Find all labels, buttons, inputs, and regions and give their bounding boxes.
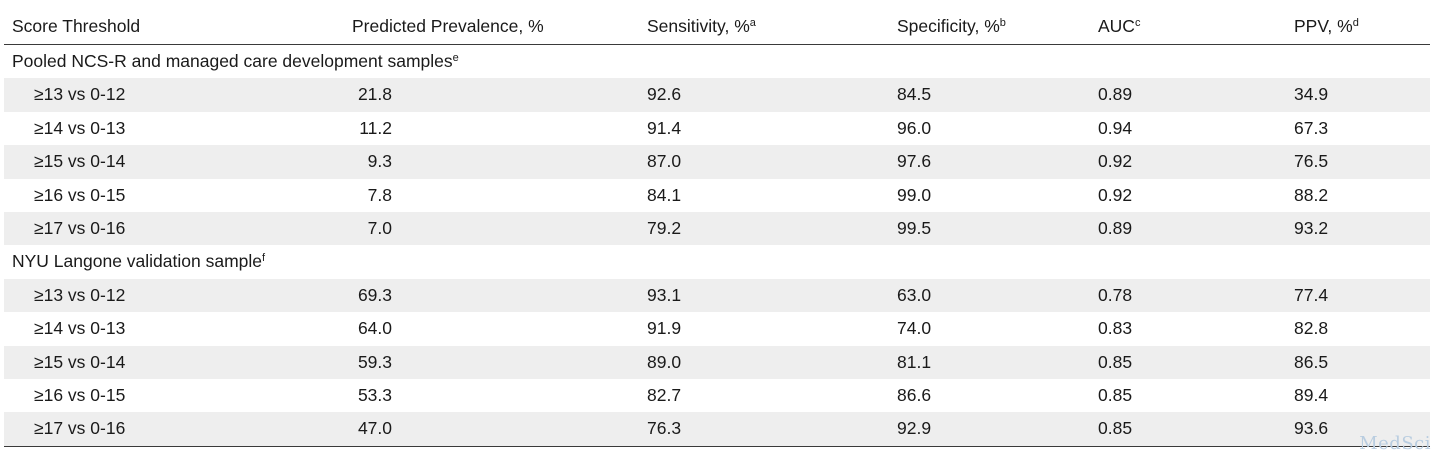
table-row: ≥13 vs 0-12 21.8 92.6 84.5 0.89 34.9 [4, 78, 1430, 112]
watermark-logo: MedSci [1359, 433, 1431, 454]
sensitivity-cell: 89.0 [647, 351, 682, 372]
sensitivity-cell: 91.9 [647, 318, 682, 339]
table-header-row: Score Threshold Predicted Prevalence, % … [4, 8, 1430, 45]
auc-cell: 0.92 [1098, 184, 1133, 205]
section-header-row: Pooled NCS-R and managed care developmen… [4, 45, 1430, 79]
section-title: NYU Langone validation samplef [12, 251, 266, 272]
auc-cell: 0.94 [1098, 117, 1133, 138]
specificity-cell: 97.6 [897, 151, 932, 172]
footnote-marker: c [1134, 17, 1141, 29]
score-threshold-cell: ≥15 vs 0-14 [34, 151, 126, 172]
sensitivity-cell: 79.2 [647, 217, 682, 238]
auc-cell: 0.85 [1098, 418, 1133, 439]
header-ppv: PPV, %d [1294, 16, 1359, 36]
auc-cell: 0.83 [1098, 318, 1133, 339]
score-threshold-cell: ≥13 vs 0-12 [34, 84, 126, 105]
auc-cell: 0.92 [1098, 151, 1133, 172]
specificity-cell: 74.0 [897, 318, 932, 339]
ppv-cell: 89.4 [1294, 384, 1329, 405]
score-threshold-cell: ≥17 vs 0-16 [34, 217, 126, 238]
sensitivity-cell: 92.6 [647, 84, 682, 105]
ppv-cell: 34.9 [1294, 84, 1329, 105]
header-score-threshold: Score Threshold [12, 16, 141, 36]
table-row: ≥15 vs 0-14 9.3 87.0 97.6 0.92 76.5 [4, 145, 1430, 179]
specificity-cell: 92.9 [897, 418, 932, 439]
table-row: ≥14 vs 0-13 64.0 91.9 74.0 0.83 82.8 [4, 312, 1430, 345]
ppv-cell: 86.5 [1294, 351, 1329, 372]
header-auc: AUCc [1098, 16, 1141, 36]
predicted-prevalence-cell: 11.2 [359, 117, 392, 138]
score-threshold-cell: ≥13 vs 0-12 [34, 284, 126, 305]
score-threshold-cell: ≥15 vs 0-14 [34, 351, 126, 372]
predicted-prevalence-cell: 21.8 [357, 84, 392, 105]
ppv-cell: 93.2 [1294, 217, 1329, 238]
auc-cell: 0.85 [1098, 351, 1133, 372]
header-specificity: Specificity, %b [897, 16, 1006, 36]
auc-cell: 0.89 [1098, 84, 1133, 105]
table-row: ≥16 vs 0-15 7.8 84.1 99.0 0.92 88.2 [4, 179, 1430, 212]
predicted-prevalence-cell: 69.3 [357, 284, 392, 305]
footnote-marker: f [262, 252, 266, 265]
ppv-cell: 93.6 [1294, 418, 1329, 439]
table-row: ≥16 vs 0-15 53.3 82.7 86.6 0.85 89.4 [4, 379, 1430, 412]
table-row: ≥15 vs 0-14 59.3 89.0 81.1 0.85 86.5 [4, 345, 1430, 379]
ppv-cell: 88.2 [1294, 184, 1329, 205]
sensitivity-cell: 82.7 [647, 384, 682, 405]
ppv-cell: 67.3 [1294, 117, 1329, 138]
ppv-cell: 76.5 [1294, 151, 1329, 172]
auc-cell: 0.89 [1098, 217, 1133, 238]
score-threshold-cell: ≥16 vs 0-15 [34, 184, 126, 205]
sensitivity-cell: 91.4 [647, 117, 682, 138]
specificity-cell: 99.5 [897, 217, 932, 238]
predicted-prevalence-cell: 47.0 [357, 418, 392, 439]
results-table: Score Threshold Predicted Prevalence, % … [4, 8, 1430, 447]
table-row: ≥13 vs 0-12 69.3 93.1 63.0 0.78 77.4 [4, 278, 1430, 313]
sensitivity-cell: 76.3 [647, 418, 682, 439]
sensitivity-cell: 87.0 [647, 151, 682, 172]
score-threshold-cell: ≥14 vs 0-13 [34, 318, 126, 339]
auc-cell: 0.85 [1098, 384, 1133, 405]
predicted-prevalence-cell: 59.3 [357, 351, 392, 372]
footnote-marker: b [999, 17, 1006, 29]
sensitivity-cell: 93.1 [647, 284, 682, 305]
header-sensitivity: Sensitivity, %a [647, 16, 756, 36]
predicted-prevalence-cell: 7.8 [367, 184, 392, 205]
footnote-marker: a [749, 17, 756, 29]
table-row: ≥14 vs 0-13 11.2 91.4 96.0 0.94 67.3 [4, 112, 1430, 145]
predicted-prevalence-cell: 9.3 [367, 151, 392, 172]
predicted-prevalence-cell: 53.3 [357, 384, 392, 405]
predicted-prevalence-cell: 7.0 [367, 217, 392, 238]
section-title: Pooled NCS-R and managed care developmen… [12, 51, 459, 71]
table-row: ≥17 vs 0-16 47.0 76.3 92.9 0.85 93.6 [4, 412, 1430, 447]
score-threshold-cell: ≥16 vs 0-15 [34, 384, 126, 405]
footnote-marker: e [452, 52, 459, 64]
predicted-prevalence-cell: 64.0 [357, 318, 392, 339]
specificity-cell: 99.0 [897, 184, 932, 205]
table-row: ≥17 vs 0-16 7.0 79.2 99.5 0.89 93.2 [4, 211, 1430, 246]
specificity-cell: 84.5 [897, 84, 932, 105]
score-threshold-cell: ≥17 vs 0-16 [34, 418, 126, 439]
ppv-cell: 82.8 [1294, 318, 1329, 339]
sensitivity-cell: 84.1 [647, 184, 682, 205]
specificity-cell: 81.1 [897, 351, 932, 372]
section-header-row: NYU Langone validation samplef [4, 245, 1430, 279]
score-threshold-cell: ≥14 vs 0-13 [34, 117, 126, 138]
ppv-cell: 77.4 [1294, 284, 1329, 305]
auc-cell: 0.78 [1098, 284, 1133, 305]
specificity-cell: 63.0 [897, 284, 932, 305]
table-body: Pooled NCS-R and managed care developmen… [4, 45, 1430, 447]
specificity-cell: 86.6 [897, 384, 932, 405]
specificity-cell: 96.0 [897, 117, 932, 138]
header-predicted-prevalence: Predicted Prevalence, % [352, 16, 544, 36]
footnote-marker: d [1352, 17, 1359, 29]
